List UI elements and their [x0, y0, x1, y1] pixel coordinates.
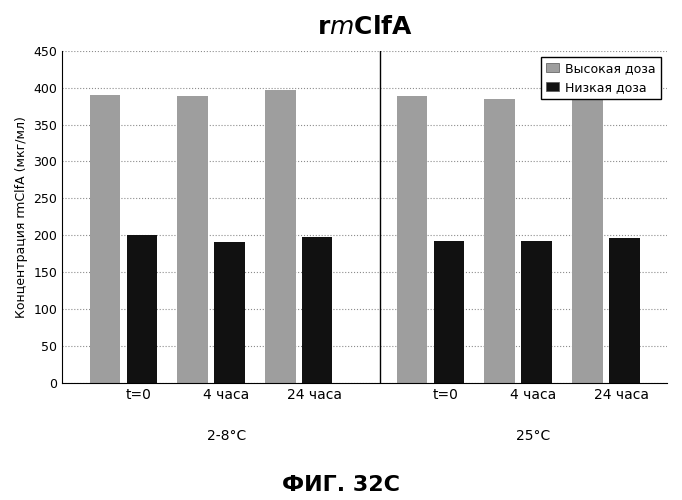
- Text: 25°C: 25°C: [516, 428, 550, 442]
- Bar: [127, 234, 158, 383]
- Bar: [302, 238, 333, 383]
- Text: ФИГ. 32C: ФИГ. 32C: [282, 475, 400, 495]
- Bar: [609, 238, 640, 383]
- Text: 2-8°C: 2-8°C: [207, 428, 246, 442]
- Bar: [265, 90, 295, 383]
- Bar: [177, 96, 208, 383]
- Bar: [521, 241, 552, 383]
- Bar: [90, 95, 120, 383]
- Bar: [572, 90, 602, 383]
- Legend: Высокая доза, Низкая доза: Высокая доза, Низкая доза: [542, 57, 661, 99]
- Bar: [434, 241, 464, 383]
- Bar: [397, 96, 428, 383]
- Y-axis label: Концентрация rmClfA (мкг/мл): Концентрация rmClfA (мкг/мл): [15, 116, 28, 318]
- Title: r$\it{m}$ClfA: r$\it{m}$ClfA: [317, 15, 413, 39]
- Bar: [484, 98, 515, 383]
- Bar: [214, 242, 245, 383]
